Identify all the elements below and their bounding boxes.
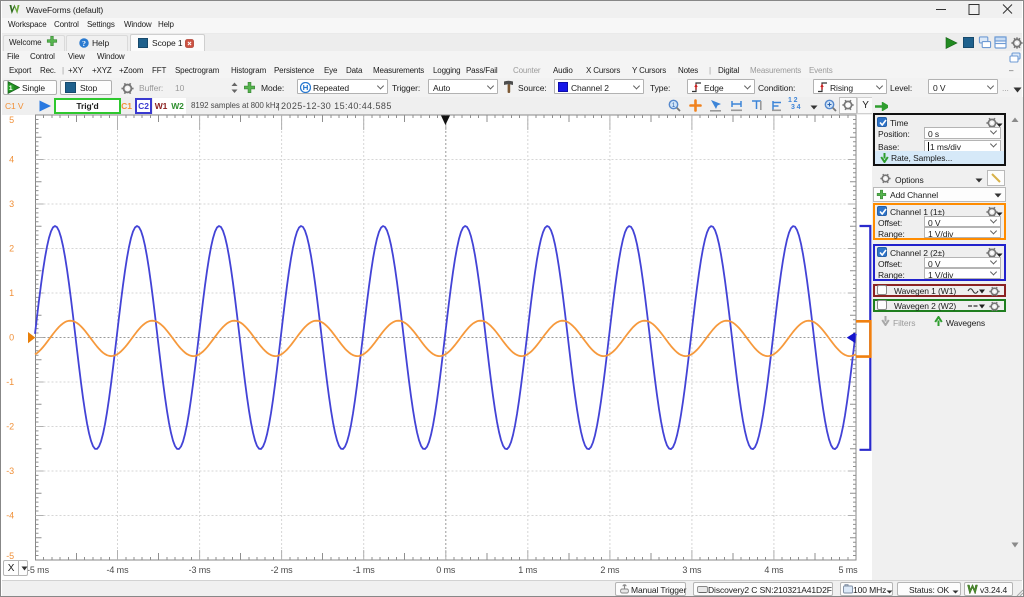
svg-text:5 ms: 5 ms [838, 565, 858, 575]
svg-text:-4: -4 [6, 511, 14, 521]
svg-text:2 ms: 2 ms [600, 565, 620, 575]
svg-text:-4 ms: -4 ms [106, 565, 129, 575]
svg-text:-5: -5 [6, 551, 14, 561]
svg-text:-3 ms: -3 ms [189, 565, 212, 575]
svg-text:1: 1 [9, 288, 14, 298]
svg-text:-1 ms: -1 ms [353, 565, 376, 575]
svg-text:3: 3 [9, 199, 14, 209]
svg-text:?: ? [82, 39, 86, 48]
svg-text:4 ms: 4 ms [764, 565, 784, 575]
svg-text:3 ms: 3 ms [682, 565, 702, 575]
svg-text:2: 2 [9, 244, 14, 254]
svg-text:4: 4 [9, 155, 14, 165]
svg-text:0: 0 [9, 333, 14, 343]
svg-text:1: 1 [672, 103, 676, 109]
svg-text:5: 5 [9, 115, 14, 125]
svg-text:-2 ms: -2 ms [271, 565, 294, 575]
svg-text:1: 1 [9, 85, 13, 92]
svg-text:0 ms: 0 ms [436, 565, 456, 575]
svg-text:-3: -3 [6, 466, 14, 476]
svg-text:1 ms: 1 ms [518, 565, 538, 575]
svg-text:-2: -2 [6, 422, 14, 432]
svg-text:-5 ms: -5 ms [27, 565, 50, 575]
svg-text:-1: -1 [6, 377, 14, 387]
